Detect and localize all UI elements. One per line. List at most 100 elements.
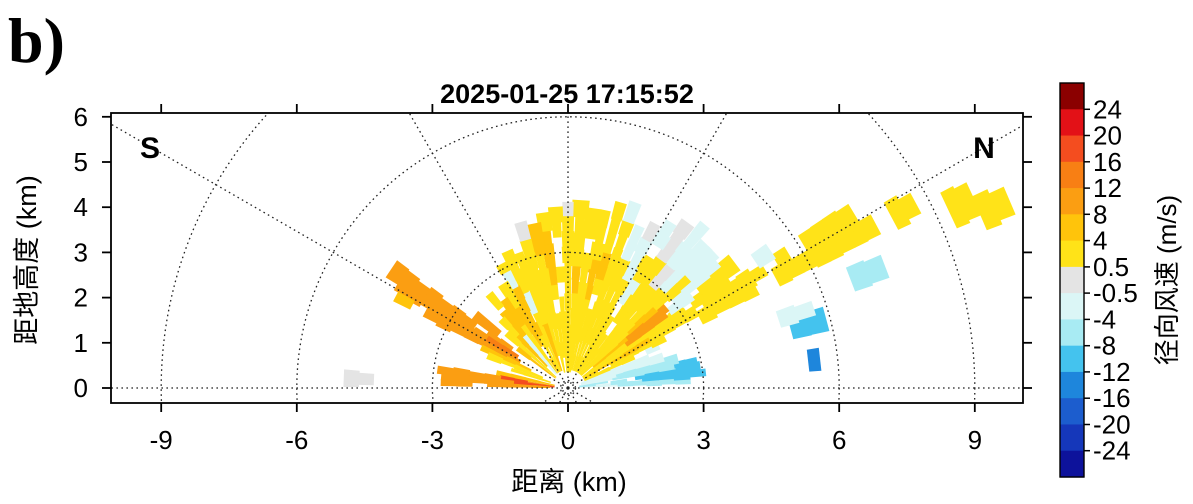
radar-cell bbox=[608, 291, 622, 308]
radar-cell bbox=[537, 347, 550, 363]
radar-cell bbox=[641, 220, 661, 243]
radar-cell bbox=[614, 233, 628, 251]
x-tick-label: -6 bbox=[285, 425, 308, 455]
radar-cell bbox=[535, 308, 548, 326]
radar-cell bbox=[857, 214, 882, 241]
colorbar-outline bbox=[1059, 82, 1085, 478]
radar-cell bbox=[506, 292, 522, 310]
radar-cell bbox=[702, 258, 722, 277]
radar-cell bbox=[695, 246, 720, 270]
radar-cell bbox=[591, 352, 607, 366]
colorbar-tick-label: -20 bbox=[1093, 410, 1131, 440]
radar-cell bbox=[596, 339, 610, 354]
radar-cell bbox=[532, 311, 543, 329]
radar-cell bbox=[632, 332, 649, 346]
radar-cell bbox=[580, 363, 595, 376]
radar-cell bbox=[515, 276, 529, 295]
radar-cell bbox=[501, 248, 519, 268]
radar-cell bbox=[639, 269, 657, 288]
radar-cell bbox=[586, 346, 600, 362]
radar-cell bbox=[620, 354, 636, 366]
radar-cell bbox=[701, 294, 720, 311]
radar-cell bbox=[609, 330, 625, 345]
radar-cell bbox=[572, 199, 590, 218]
radar-cell bbox=[435, 312, 456, 333]
radar-cell bbox=[574, 356, 584, 372]
plot-title: 2025-01-25 17:15:52 bbox=[440, 79, 694, 109]
radar-cell bbox=[603, 340, 619, 356]
radar-cell bbox=[562, 201, 574, 217]
radar-cell bbox=[486, 352, 504, 365]
radar-cell bbox=[608, 271, 624, 290]
colorbar-block bbox=[1060, 188, 1084, 215]
radar-cell bbox=[517, 297, 531, 314]
compass-north-label: N bbox=[973, 132, 995, 165]
radar-cell bbox=[559, 342, 566, 358]
radar-cell bbox=[636, 341, 653, 354]
radar-cell bbox=[419, 296, 438, 313]
radar-cell bbox=[589, 241, 606, 262]
radar-cell bbox=[619, 341, 636, 355]
radar-cell bbox=[526, 301, 539, 316]
radar-cell bbox=[525, 344, 539, 358]
x-axis-title: 距离 (km) bbox=[511, 467, 626, 497]
y-tick-label: 5 bbox=[74, 147, 88, 177]
grid-ray bbox=[567, 124, 1023, 389]
colorbar-title: 径向风速 (m/s) bbox=[1152, 195, 1182, 365]
colorbar-tick-label: -16 bbox=[1093, 383, 1131, 413]
radar-cell bbox=[547, 360, 558, 374]
radar-cell bbox=[343, 369, 360, 387]
radar-cell bbox=[542, 243, 555, 259]
radar-cell bbox=[580, 342, 590, 358]
radar-cell bbox=[596, 366, 611, 376]
colorbar-tick-label: -0.5 bbox=[1093, 278, 1138, 308]
radar-cell bbox=[570, 248, 585, 267]
radar-cell bbox=[587, 350, 600, 364]
radar-cell bbox=[485, 291, 505, 311]
radar-cell bbox=[595, 333, 609, 349]
radar-cell bbox=[578, 342, 586, 358]
x-tick-label: 9 bbox=[968, 425, 982, 455]
radar-cell bbox=[629, 308, 645, 325]
colorbar-block bbox=[1060, 214, 1084, 242]
radar-cell bbox=[775, 304, 800, 328]
radar-cell bbox=[579, 323, 590, 341]
radar-cell bbox=[637, 303, 659, 324]
radar-cell bbox=[822, 210, 851, 243]
radar-cell bbox=[602, 234, 616, 255]
radar-cell bbox=[618, 219, 635, 238]
radar-cell bbox=[571, 355, 577, 371]
radar-cell bbox=[644, 323, 662, 338]
radar-cell bbox=[672, 218, 695, 240]
radar-cell bbox=[444, 310, 465, 329]
radar-cell bbox=[797, 227, 824, 257]
radar-cell bbox=[458, 320, 476, 334]
radar-cell bbox=[669, 262, 690, 283]
radar-cell bbox=[358, 372, 375, 386]
radar-cell bbox=[568, 355, 572, 373]
radar-cell bbox=[552, 355, 562, 372]
radar-cell bbox=[528, 335, 542, 351]
radar-cell bbox=[534, 281, 546, 300]
radar-cell bbox=[556, 342, 563, 359]
y-axis-title: 距地高度 (km) bbox=[12, 175, 42, 344]
radar-cell bbox=[647, 352, 665, 366]
grid-ray bbox=[567, 387, 596, 403]
radar-cell bbox=[535, 253, 547, 271]
radar-cell bbox=[658, 274, 678, 294]
radar-cell bbox=[498, 316, 513, 331]
radar-cell bbox=[548, 325, 557, 343]
radar-cell bbox=[456, 379, 473, 387]
radar-cell bbox=[716, 254, 741, 280]
radar-cell bbox=[546, 341, 556, 358]
colorbar-block bbox=[1060, 135, 1084, 163]
range-ring bbox=[160, 113, 976, 403]
radar-cell bbox=[592, 383, 606, 388]
colorbar-tick-label: 12 bbox=[1093, 173, 1122, 203]
radar-cell bbox=[469, 376, 486, 384]
radar-cell bbox=[660, 353, 680, 368]
radar-cell bbox=[582, 222, 599, 240]
radar-cell bbox=[483, 320, 502, 338]
radar-cell bbox=[422, 307, 442, 324]
